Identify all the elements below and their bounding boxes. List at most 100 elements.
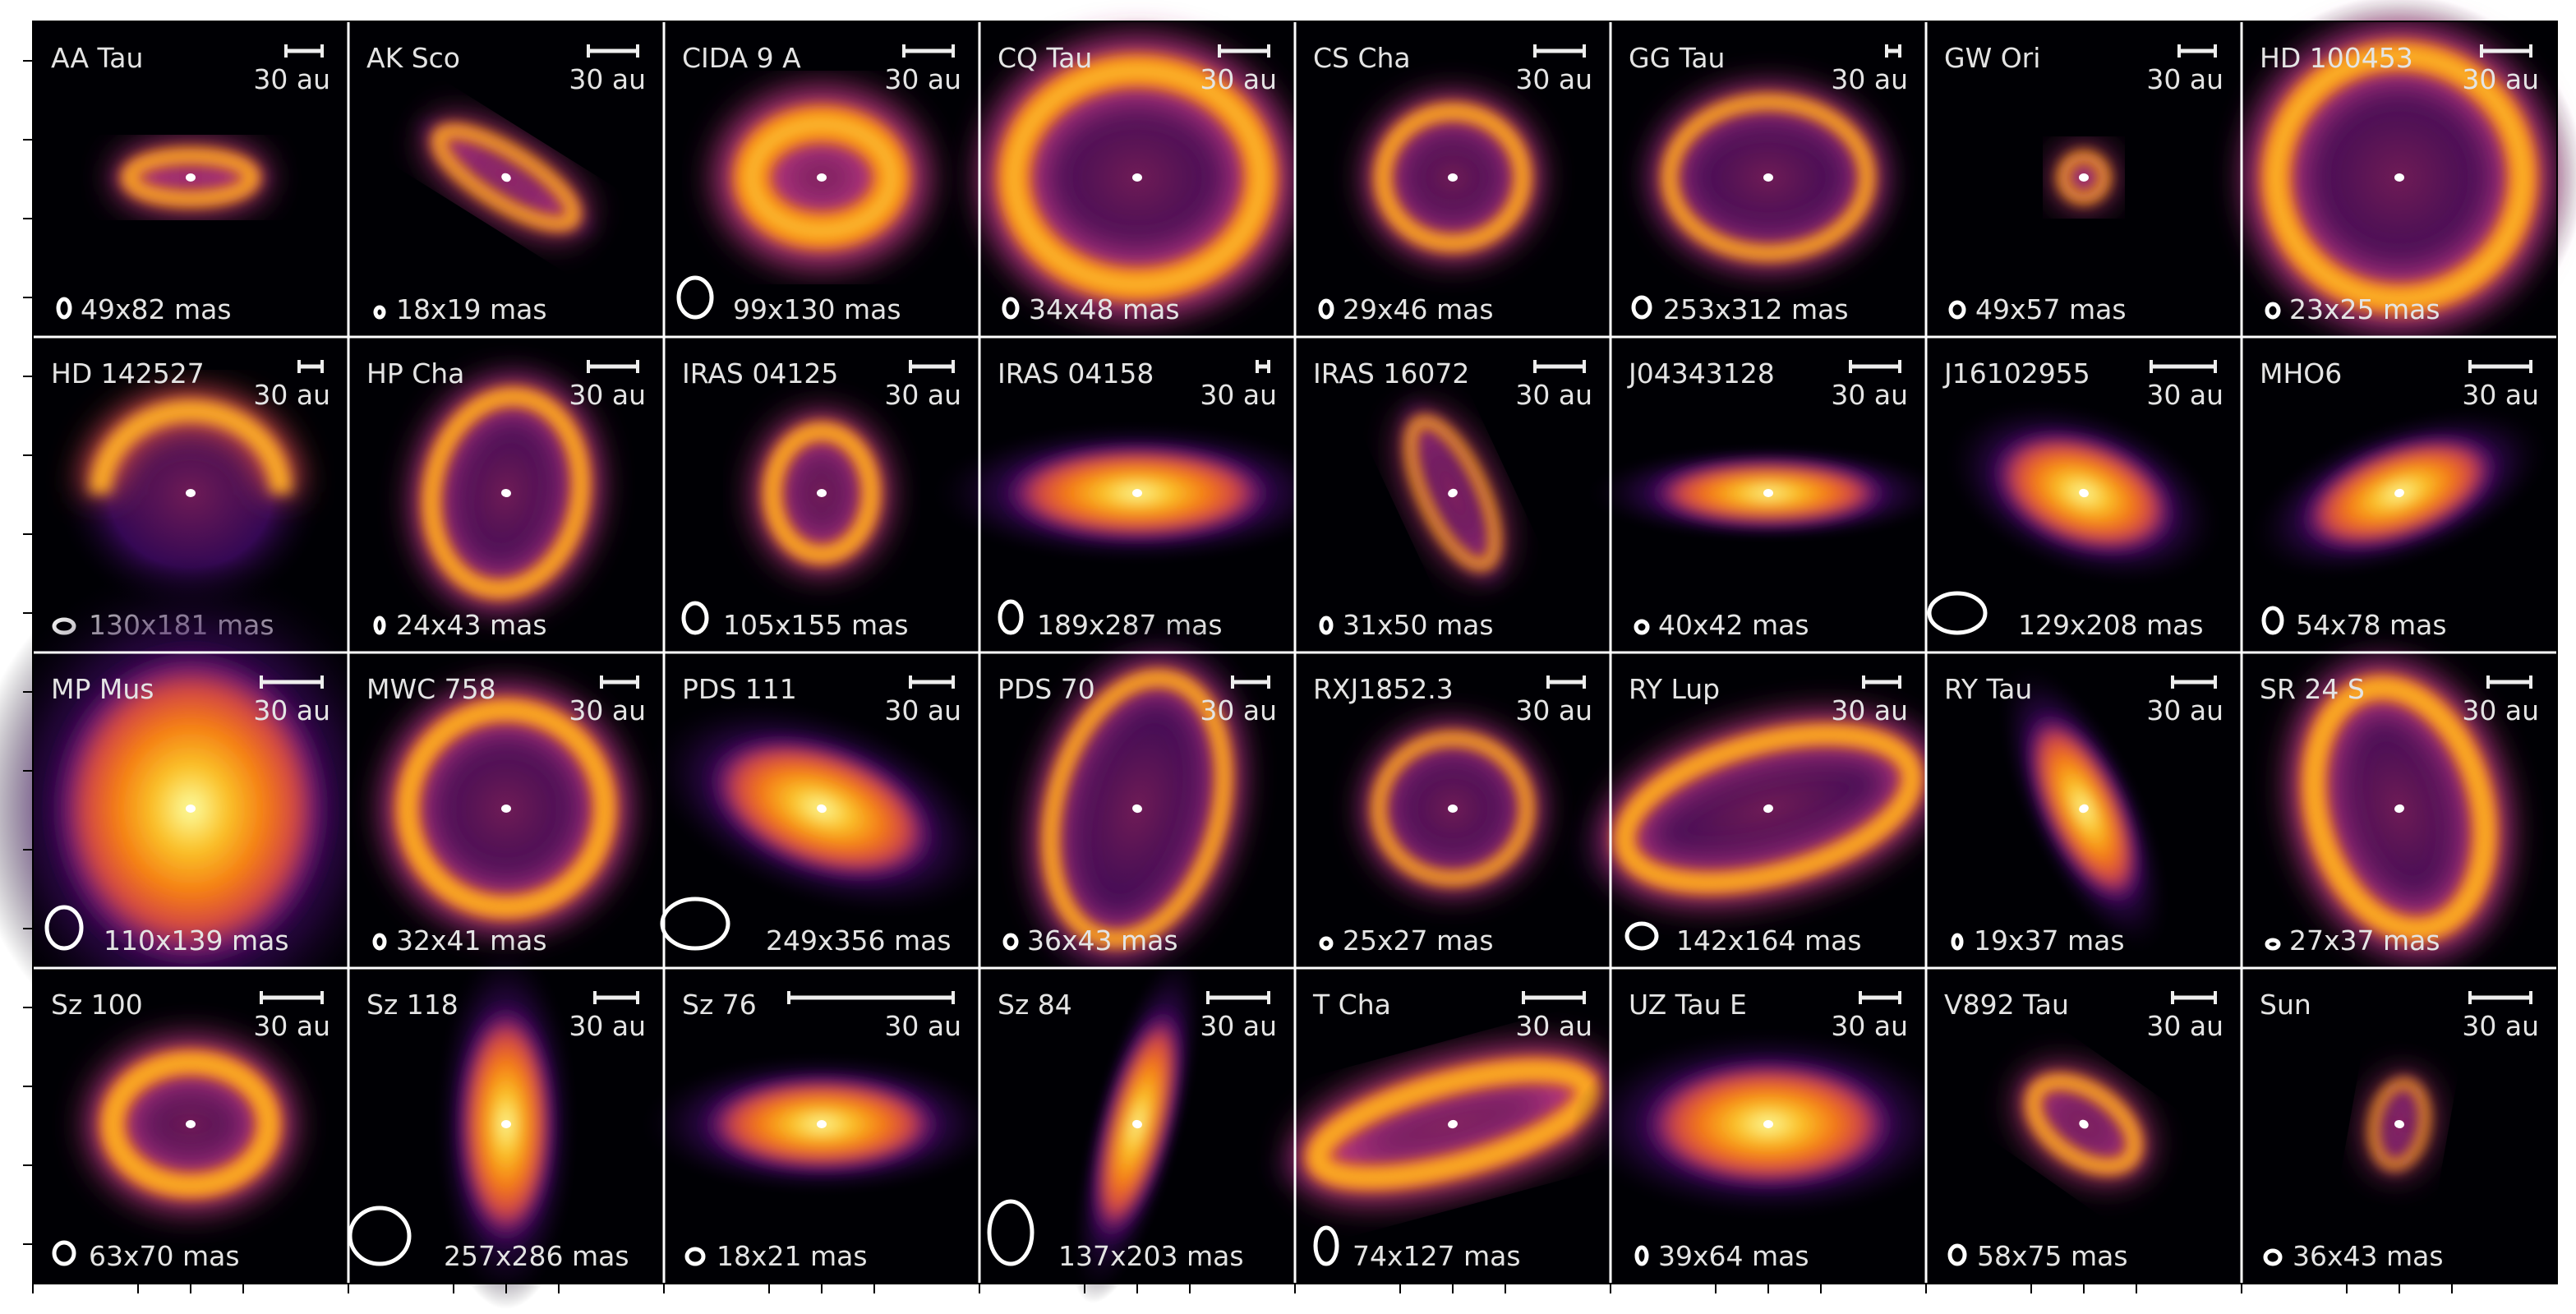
target-name: MHO6 [2260, 357, 2342, 390]
panel: GG Tau 30 au 253x312 mas [1611, 21, 1926, 337]
beam-size: 257x286 mas [444, 1240, 629, 1272]
scale-label: 30 au [569, 63, 646, 95]
scale-label: 30 au [1831, 379, 1908, 411]
star [501, 488, 511, 498]
star [1448, 805, 1458, 813]
scale-label: 30 au [569, 379, 646, 411]
beam-size: 23x25 mas [2289, 293, 2440, 325]
star [1763, 804, 1773, 814]
panel: Sz 76 30 au 18x21 mas [637, 968, 1007, 1284]
disk-ring-core [2062, 155, 2106, 200]
target-name: RXJ1852.3 [1313, 673, 1454, 705]
disk-ring-core [1620, 731, 1916, 887]
beam [1634, 1245, 1649, 1266]
disk-ring-core [2309, 683, 2490, 934]
beam [1634, 619, 1650, 635]
disk-image [98, 141, 283, 214]
target-name: PDS 70 [998, 673, 1095, 705]
panel: CQ Tau 30 au 34x48 mas [952, 17, 1322, 338]
beam [1002, 933, 1019, 951]
target-name: IRAS 04158 [998, 357, 1154, 390]
disk-image [1583, 441, 1953, 545]
star [1763, 173, 1773, 182]
target-name: Sun [2260, 989, 2311, 1021]
scale-label: 30 au [2146, 379, 2223, 411]
target-name: CS Cha [1313, 42, 1411, 74]
scale-label: 30 au [1831, 694, 1908, 726]
beam [1319, 936, 1334, 951]
star [1132, 1119, 1142, 1129]
panel: HD 100453 30 au 23x25 mas [2214, 0, 2576, 360]
beam [1951, 933, 1964, 951]
star [1132, 173, 1142, 182]
panel: GW Ori 30 au 49x57 mas [1926, 21, 2242, 337]
beam-size: 58x75 mas [1977, 1240, 2128, 1272]
disk-image [1552, 697, 1984, 920]
beam-size: 142x164 mas [1676, 924, 1862, 957]
star [2394, 173, 2404, 182]
scale-label: 30 au [1515, 63, 1592, 95]
beam [681, 601, 709, 635]
panel: J16102955 30 au 129x208 mas [1926, 337, 2242, 652]
beam [684, 1247, 706, 1266]
scale-label: 30 au [2146, 694, 2223, 726]
disk-image [73, 1031, 308, 1217]
panel: MP Mus 30 au 110x139 mas [0, 556, 412, 1062]
beam-size: 249x356 mas [766, 924, 952, 957]
beam-size: 34x48 mas [1029, 293, 1180, 325]
star [2079, 804, 2089, 814]
scale-label: 30 au [884, 694, 961, 726]
disk-ring-core [1667, 99, 1869, 256]
panel: J04343128 30 au 40x42 mas [1583, 337, 1953, 652]
beam-size: 19x37 mas [1974, 924, 2125, 957]
star [501, 1120, 511, 1128]
star [2079, 488, 2089, 498]
beam-size: 24x43 mas [396, 609, 547, 641]
beam [1002, 297, 1020, 320]
scale-label: 30 au [2462, 1010, 2539, 1042]
panel: Sz 84 30 au 137x203 mas [979, 945, 1295, 1303]
beam-size: 18x19 mas [396, 293, 547, 325]
scale-label: 30 au [569, 1010, 646, 1042]
target-name: IRAS 04125 [682, 357, 838, 390]
beam-size: 49x57 mas [1975, 293, 2127, 325]
target-name: GW Ori [1944, 42, 2040, 74]
disk-image [1348, 79, 1558, 276]
scale-label: 30 au [1515, 379, 1592, 411]
beam [987, 1199, 1035, 1266]
star [1132, 489, 1142, 497]
disk-ring-core [1380, 108, 1526, 247]
target-name: J04343128 [1627, 357, 1775, 390]
scale-label: 30 au [1200, 1010, 1277, 1042]
beam [676, 275, 714, 320]
beam [998, 599, 1024, 635]
beam-size: 137x203 mas [1058, 1240, 1244, 1272]
disk-ring-core [1408, 419, 1497, 567]
scale-label: 30 au [253, 694, 330, 726]
disk-ring-core [108, 1058, 273, 1190]
disk-image [637, 1050, 1007, 1198]
disk-image [2007, 1060, 2160, 1188]
disk-ring-core [745, 118, 898, 237]
beam-size: 39x64 mas [1658, 1240, 1809, 1272]
target-name: UZ Tau E [1629, 989, 1747, 1021]
disk-ring-core [2030, 1079, 2137, 1169]
star [501, 805, 511, 813]
panel: SR 24 S 30 au 27x37 mas [2242, 627, 2557, 990]
disk-ring-core [403, 706, 609, 911]
target-name: Sz 84 [998, 989, 1072, 1021]
beam-size: 31x50 mas [1343, 609, 1494, 641]
beam-size: 105x155 mas [723, 609, 909, 641]
beam [1927, 591, 1988, 635]
disk-image [2053, 146, 2115, 209]
beam-size: 63x70 mas [89, 1240, 240, 1272]
beam [660, 897, 730, 951]
target-name: Sz 118 [366, 989, 459, 1021]
scale-label: 30 au [2146, 63, 2223, 95]
scale-label: 30 au [2462, 379, 2539, 411]
scale-label: 30 au [1200, 694, 1277, 726]
star [1763, 489, 1773, 497]
scale-label: 30 au [1831, 1010, 1908, 1042]
